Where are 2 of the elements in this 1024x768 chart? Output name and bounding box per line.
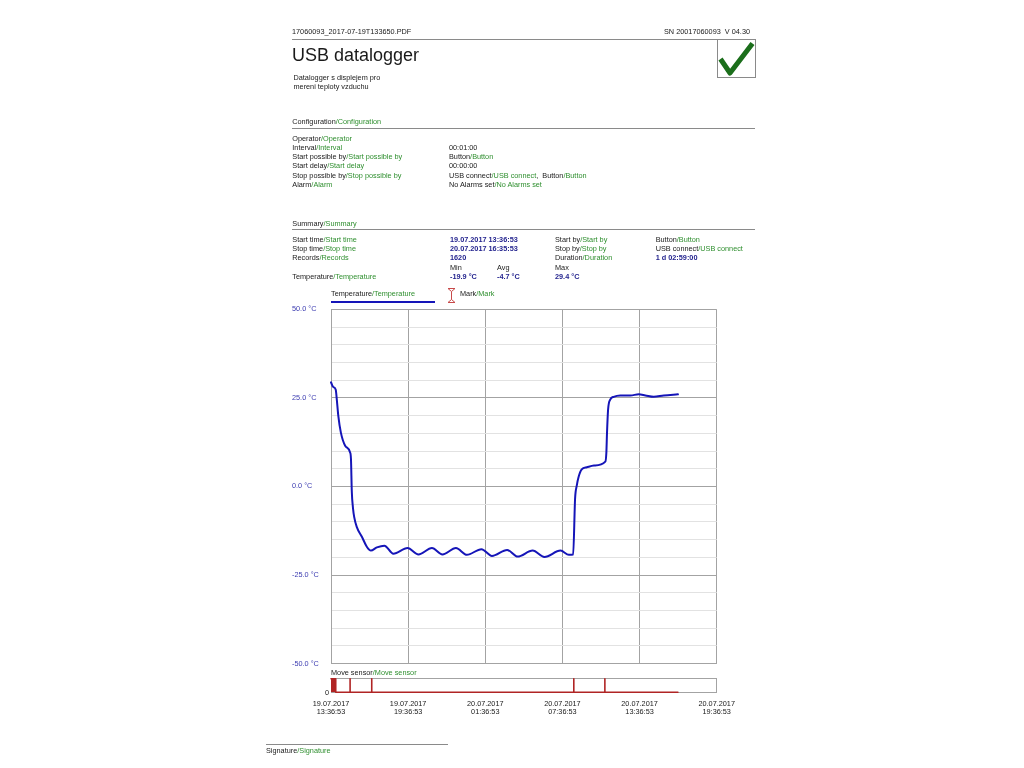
- line-series: [330, 381, 679, 558]
- chart-title: USB datalogger: [292, 45, 420, 65]
